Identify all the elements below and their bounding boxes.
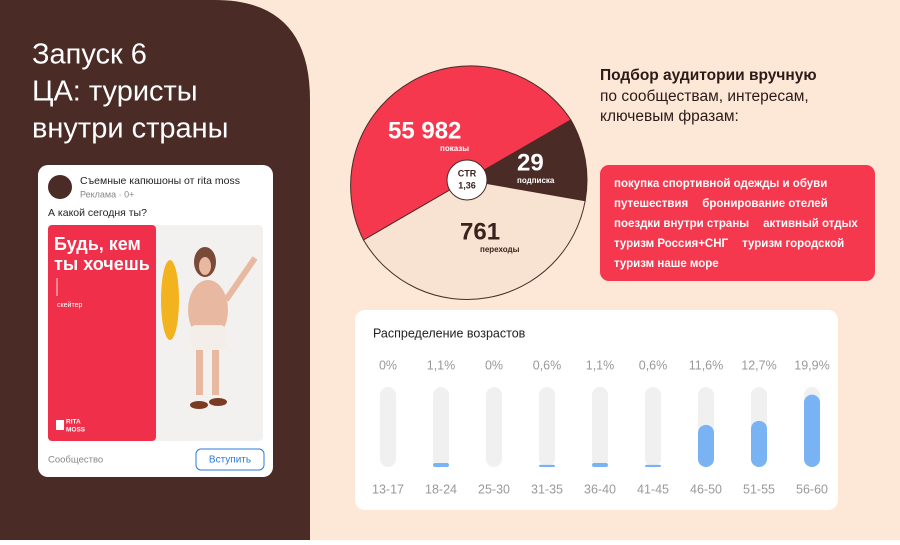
bar-track <box>592 387 608 467</box>
bar <box>698 424 714 467</box>
funnel-pie <box>350 65 588 300</box>
x-tick-label: 31-35 <box>531 482 563 496</box>
clicks-value: 761 <box>460 218 500 245</box>
x-tick-label: 46-50 <box>690 482 722 496</box>
bar <box>804 394 820 467</box>
value-label: 0% <box>379 358 397 372</box>
title-line: Запуск 6 <box>32 39 147 71</box>
tag: поездки внутри страны <box>614 218 749 230</box>
ad-card: Съемные капюшоны от rita moss Реклама · … <box>38 165 273 477</box>
tag: активный отдых <box>763 218 858 230</box>
bar-track <box>645 387 661 467</box>
tag: туризм городской <box>742 238 844 250</box>
bar <box>645 464 661 467</box>
banner-text: ты хочешь <box>54 254 150 274</box>
logo: MOSS <box>66 427 86 434</box>
bars: 0% 13-17 1,1% 18-24 0% 25-30 0,6% 31-35 1,1% 36-4… <box>372 358 830 496</box>
tag: покупка спортивной одежды и обуви <box>614 178 827 190</box>
title-line: внутри страны <box>32 113 229 145</box>
ctr-label: CTR <box>458 168 477 178</box>
value-label: 19,9% <box>794 358 829 372</box>
ad-footer: Сообщество <box>48 455 103 466</box>
value-label: 0,6% <box>533 358 562 372</box>
clicks-label: переходы <box>480 245 520 254</box>
bar-track <box>486 387 502 467</box>
title: Запуск 6 ЦА: туристы внутри страны <box>32 39 229 145</box>
banner-text: Будь, кем <box>54 234 141 254</box>
targeting-heading: Подбор аудитории вручную <box>600 67 817 84</box>
bar <box>751 420 767 467</box>
subscriptions-value: 29 <box>517 149 544 176</box>
advertiser: Съемные капюшоны от rita moss <box>80 175 240 187</box>
x-tick-label: 25-30 <box>478 482 510 496</box>
ctr-value: 1,36 <box>458 180 476 190</box>
value-label: 1,1% <box>586 358 615 372</box>
person <box>161 247 258 409</box>
tag: туризм Россия+СНГ <box>614 238 729 250</box>
chart-title: Распределение возрастов <box>373 326 526 340</box>
value-label: 0% <box>485 358 503 372</box>
x-tick-label: 36-40 <box>584 482 616 496</box>
ctr-circle <box>446 159 488 201</box>
subscriptions-label: подписка <box>517 176 555 185</box>
tags-box <box>600 165 875 281</box>
bar <box>592 463 608 467</box>
logo: RITA <box>66 419 81 426</box>
banner-caption: скейтер <box>57 301 82 309</box>
tag: туризм наше море <box>614 258 719 270</box>
bar <box>539 464 555 467</box>
value-label: 0,6% <box>639 358 668 372</box>
logo-mark <box>56 420 64 430</box>
bar-track <box>433 387 449 467</box>
bar-track <box>539 387 555 467</box>
slice-subscriptions <box>465 119 588 202</box>
title-line: ЦА: туристы <box>32 76 198 108</box>
value-label: 12,7% <box>741 358 776 372</box>
value-label: 1,1% <box>427 358 456 372</box>
tags: покупка спортивной одежды и обуви путешес… <box>614 178 858 270</box>
slice-impressions <box>350 65 572 241</box>
x-tick-label: 13-17 <box>372 482 404 496</box>
x-tick-label: 18-24 <box>425 482 457 496</box>
join-button[interactable] <box>195 448 265 471</box>
impressions-label: показы <box>440 144 469 153</box>
button-label[interactable]: Вступить <box>209 455 251 466</box>
avatar <box>48 175 72 199</box>
value-label: 11,6% <box>689 358 724 372</box>
impressions-value: 55 982 <box>388 117 461 144</box>
x-tick-label: 51-55 <box>743 482 775 496</box>
ad-meta: Реклама · 0+ <box>80 189 134 199</box>
ad-text: А какой сегодня ты? <box>48 207 147 219</box>
bar-track <box>380 387 396 467</box>
x-tick-label: 41-45 <box>637 482 669 496</box>
targeting-text: по сообществам, интересам, <box>600 88 809 105</box>
bar <box>433 463 449 467</box>
banner-red <box>48 225 156 441</box>
targeting-text: ключевым фразам: <box>600 108 739 125</box>
slice-clicks <box>362 179 586 300</box>
tag: бронирование отелей <box>702 198 828 210</box>
x-tick-label: 56-60 <box>796 482 828 496</box>
tag: путешествия <box>614 198 688 210</box>
